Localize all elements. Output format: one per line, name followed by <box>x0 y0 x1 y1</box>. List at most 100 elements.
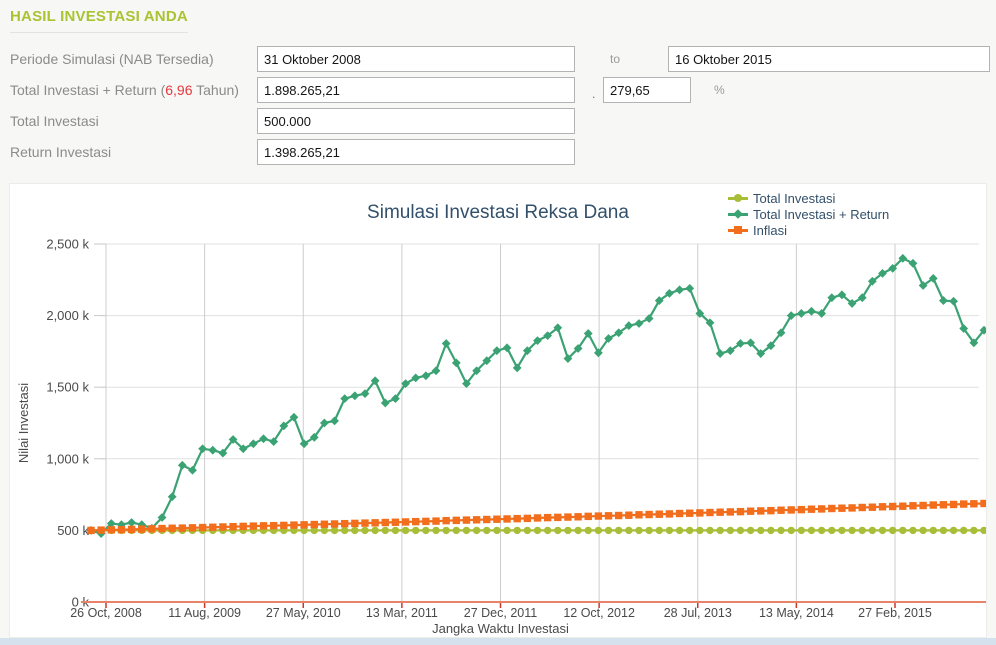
series-total-investasi-return-point <box>522 346 532 356</box>
total-return-percent-input[interactable] <box>603 77 691 103</box>
series-inflasi-point <box>777 506 785 514</box>
series-total-investasi-point <box>726 526 735 535</box>
y-tick-label: 1,500 k <box>46 380 89 395</box>
return-investasi-input[interactable] <box>257 139 575 165</box>
series-inflasi-point <box>858 503 866 512</box>
total-investasi-input[interactable] <box>257 108 575 134</box>
series-total-investasi-point <box>483 526 491 535</box>
series-inflasi-point <box>219 523 227 531</box>
series-inflasi-point <box>513 514 521 523</box>
chart-panel: Simulasi Investasi Reksa Dana Total Inve… <box>9 183 989 638</box>
series-inflasi-point <box>523 514 532 523</box>
series-total-investasi-return-point <box>492 346 502 356</box>
legend-item-total-investasi-return[interactable]: Total Investasi + Return <box>728 206 889 222</box>
circle-marker-icon <box>728 193 748 203</box>
x-tick-label: 13 May, 2014 <box>759 606 834 620</box>
page-title: HASIL INVESTASI ANDA <box>10 8 188 33</box>
series-total-investasi-point <box>878 526 887 535</box>
form-row-total-return: Total Investasi + Return (6,96 Tahun) . … <box>0 77 996 103</box>
series-inflasi-point <box>828 504 836 513</box>
series-inflasi-point <box>107 526 115 534</box>
series-total-investasi-return-point <box>898 253 908 263</box>
series-inflasi-point <box>188 524 197 532</box>
legend-item-total-investasi[interactable]: Total Investasi <box>728 190 889 206</box>
series-total-investasi-point <box>655 526 663 535</box>
periode-to-input[interactable] <box>668 46 990 72</box>
series-total-investasi-return-point <box>786 311 796 320</box>
series-total-investasi-return-point <box>766 341 776 351</box>
series-total-investasi-return-point <box>127 518 136 527</box>
series-inflasi-point <box>970 500 978 508</box>
series-total-investasi-point <box>949 526 958 535</box>
series-total-investasi-point <box>543 526 552 535</box>
series-total-investasi-point <box>675 526 684 535</box>
series-total-investasi-return-point <box>736 339 745 348</box>
series-total-investasi-return-point <box>228 435 238 444</box>
legend-label: Inflasi <box>753 222 787 238</box>
series-total-investasi-return-point <box>137 520 147 530</box>
total-investasi-label: Total Investasi <box>10 113 99 129</box>
series-inflasi-point <box>919 501 927 510</box>
series-total-investasi-return-point <box>309 432 319 442</box>
series-total-investasi-return-point <box>939 296 948 305</box>
series-total-investasi-return-point <box>502 343 512 353</box>
series-total-investasi-return-point <box>654 296 664 305</box>
legend-item-inflasi[interactable]: Inflasi <box>728 222 889 238</box>
series-total-investasi-return-point <box>949 296 958 306</box>
total-return-label: Total Investasi + Return (6,96 Tahun) <box>10 77 239 103</box>
form-row-periode: Periode Simulasi (NAB Tersedia) to <box>0 46 996 72</box>
x-tick-label: 11 Aug, 2009 <box>168 606 241 620</box>
periode-from-input[interactable] <box>257 46 575 72</box>
series-inflasi-point <box>554 513 562 522</box>
series-inflasi-point <box>686 509 694 517</box>
x-axis-title: Jangka Waktu Investasi <box>432 621 569 636</box>
series-total-investasi-point <box>858 526 866 535</box>
series-total-investasi-return-point <box>725 346 735 356</box>
series-total-investasi-return-point <box>269 437 279 447</box>
series-inflasi-point <box>198 523 207 532</box>
series-inflasi-point <box>533 514 542 522</box>
series-total-investasi-return-point <box>533 336 542 346</box>
series-inflasi-point <box>310 520 318 529</box>
series-inflasi-point <box>787 506 795 514</box>
investment-chart: 0 k 500 k 1,000 k 1,500 k 2,000 k 2,500 k 26 O… <box>16 237 989 636</box>
legend-label: Total Investasi + Return <box>753 206 890 222</box>
series-total-investasi-return-point <box>177 460 187 470</box>
legend-shape <box>734 194 742 202</box>
total-return-amount-input[interactable] <box>257 77 575 103</box>
series-total-investasi-point <box>300 526 308 535</box>
series-total-investasi-point <box>980 526 988 535</box>
series-total-investasi-point <box>625 526 633 535</box>
series-inflasi-point <box>817 505 826 513</box>
series-inflasi-point <box>87 526 95 535</box>
series-total-investasi-return-point <box>350 391 360 401</box>
series-inflasi-point <box>300 521 308 529</box>
series-inflasi-point <box>888 502 897 511</box>
series-total-investasi-return-point <box>746 338 756 348</box>
series-total-investasi-return-point <box>644 314 654 323</box>
series-inflasi-point <box>493 515 501 523</box>
series-total-investasi-return-point <box>421 371 431 381</box>
series-total-investasi-return-point <box>512 363 522 373</box>
series-total-investasi-point <box>472 526 481 535</box>
series-inflasi-point <box>422 517 430 526</box>
series-inflasi-point <box>229 522 237 531</box>
series-inflasi-point <box>97 526 105 534</box>
series-total-investasi-return-point <box>411 373 421 383</box>
series-total-investasi-return-point <box>299 439 309 449</box>
series-total-investasi-return-point <box>857 293 867 303</box>
series-inflasi-point <box>361 519 369 527</box>
series-inflasi-point <box>269 521 278 530</box>
series-total-investasi-return-point <box>969 338 979 348</box>
series-total-investasi-point <box>736 526 745 535</box>
series-inflasi-point <box>401 518 410 526</box>
next-section-edge <box>0 638 996 645</box>
series-inflasi-point <box>127 525 136 534</box>
square-marker-icon <box>728 225 748 235</box>
series-inflasi-point <box>503 515 511 523</box>
series-total-investasi-return-point <box>827 293 837 303</box>
series-inflasi-point <box>168 524 176 532</box>
series-inflasi-point <box>980 499 988 508</box>
series-inflasi-point <box>462 516 471 524</box>
legend-label: Total Investasi <box>753 190 836 206</box>
